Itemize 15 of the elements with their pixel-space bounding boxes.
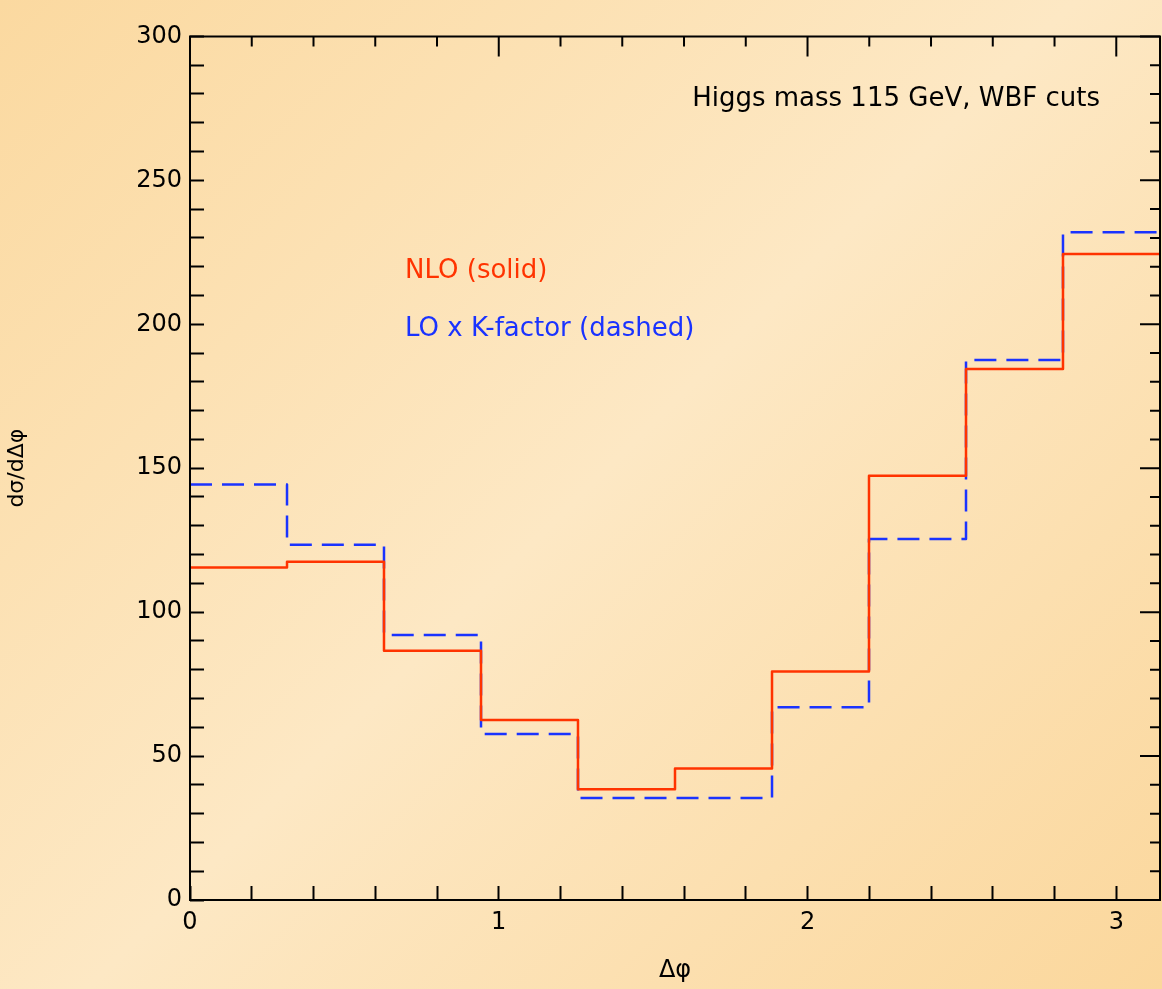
x-tick-label: 1 bbox=[491, 906, 507, 935]
x-tick-label: 2 bbox=[799, 906, 816, 935]
y-tick-label: 50 bbox=[151, 740, 182, 769]
x-tick-label: 3 bbox=[1108, 906, 1124, 935]
text: NLO (solid) bbox=[405, 254, 548, 285]
annotation: Higgs mass 115 GeV, WBF cuts bbox=[692, 82, 1100, 113]
y-axis-title: dσ/dΔφ bbox=[2, 428, 28, 508]
y-tick-label: 100 bbox=[136, 596, 182, 625]
y-tick-label: 250 bbox=[136, 164, 182, 193]
y-tick-label: 0 bbox=[166, 884, 182, 913]
text: LO x K-factor (dashed) bbox=[405, 312, 695, 343]
y-tick-label: 200 bbox=[136, 308, 182, 337]
y-tick-label: 300 bbox=[136, 20, 182, 49]
y-tick-label: 150 bbox=[136, 452, 182, 481]
x-axis-title: Δφ bbox=[658, 954, 692, 983]
